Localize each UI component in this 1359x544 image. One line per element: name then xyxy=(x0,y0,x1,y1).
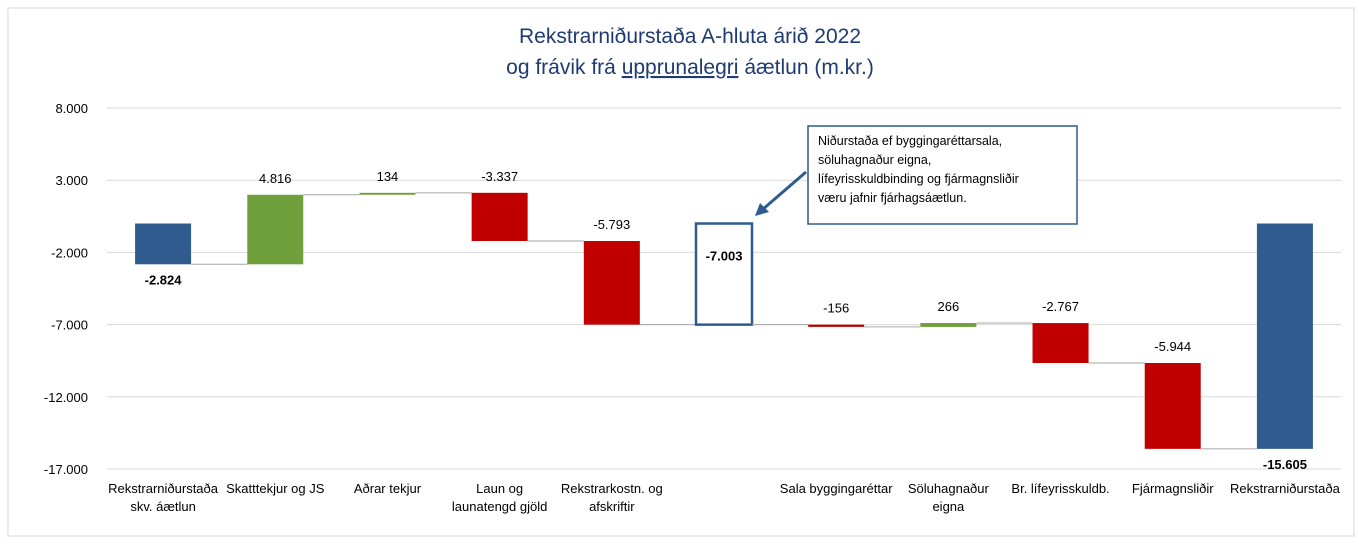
value-label: -156 xyxy=(823,301,849,316)
value-label: -2.824 xyxy=(145,272,183,287)
subtitle-part: áætlun (m.kr.) xyxy=(744,56,874,79)
y-tick-label: -7.000 xyxy=(51,318,88,333)
y-tick-label: -2.000 xyxy=(51,245,88,260)
annotation-arrow xyxy=(761,170,807,212)
bar xyxy=(247,194,304,265)
chart-frame xyxy=(7,7,1355,537)
bar xyxy=(694,222,754,326)
bar xyxy=(920,323,977,327)
chart-title: Rekstrarniðurstaða A-hluta árið 2022 xyxy=(519,25,861,48)
annotation-box xyxy=(807,125,1078,225)
x-tick-label: Rekstrarkostn. og xyxy=(561,481,663,496)
bar xyxy=(359,192,416,195)
bar xyxy=(471,192,528,242)
x-tick-label: Rekstrarniðurstaða xyxy=(108,481,219,496)
annotation-line: lífeyrisskuldbinding og fjármagnsliðir xyxy=(818,172,1019,186)
x-tick-label: Laun og xyxy=(476,481,523,496)
annotation-line: Niðurstaða ef byggingaréttarsala, xyxy=(818,134,1002,148)
subtitle-part: upprunalegri xyxy=(622,56,739,79)
chart-subtitle: og frávik frá upprunalegri áætlun (m.kr.… xyxy=(506,56,874,79)
x-tick-label: Rekstrarniðurstaða xyxy=(1230,481,1341,496)
x-tick-label: Fjármagnsliðir xyxy=(1132,481,1214,496)
value-label: -5.793 xyxy=(593,217,630,232)
arrow-head xyxy=(755,203,769,216)
y-tick-label: -12.000 xyxy=(44,390,88,405)
bar xyxy=(135,223,192,265)
bar xyxy=(1144,363,1201,449)
bar xyxy=(1032,323,1089,364)
bar xyxy=(808,324,865,327)
x-tick-label: Skatttekjur og JS xyxy=(226,481,325,496)
bar xyxy=(583,241,640,325)
value-label: 4.816 xyxy=(259,171,292,186)
y-tick-label: 8.000 xyxy=(55,101,88,116)
annotation-line: söluhagnaður eigna, xyxy=(818,153,931,167)
x-tick-label: skv. áætlun xyxy=(130,499,196,514)
annotation: Niðurstaða ef byggingaréttarsala, söluhag… xyxy=(818,134,1019,205)
x-tick-label: launatengd gjöld xyxy=(452,499,547,514)
value-label: 134 xyxy=(377,169,399,184)
value-label: -5.944 xyxy=(1154,339,1191,354)
x-tick-label: Aðrar tekjur xyxy=(354,481,422,496)
y-tick-label: -17.000 xyxy=(44,462,88,477)
bar xyxy=(1256,223,1313,449)
value-label: -2.767 xyxy=(1042,299,1079,314)
x-tick-label: Br. lífeyrisskuldb. xyxy=(1011,481,1109,496)
y-tick-label: 3.000 xyxy=(55,173,88,188)
value-label: -15.605 xyxy=(1263,457,1307,472)
x-tick-label: Sala byggingaréttar xyxy=(780,481,893,496)
value-label: 266 xyxy=(938,299,960,314)
x-tick-label: eigna xyxy=(932,499,965,514)
plot: 8.000 3.000 -2.000 -7.000 -12.000 -17.000 -2.8… xyxy=(44,101,1341,514)
subtitle-part: og frávik frá xyxy=(506,56,616,79)
value-label: -7.003 xyxy=(706,249,743,264)
value-label: -3.337 xyxy=(481,169,518,184)
x-tick-label: afskriftir xyxy=(589,499,635,514)
x-tick-label: Söluhagnaður xyxy=(908,481,990,496)
annotation-line: væru jafnir fjárhagsáætlun. xyxy=(818,191,967,205)
